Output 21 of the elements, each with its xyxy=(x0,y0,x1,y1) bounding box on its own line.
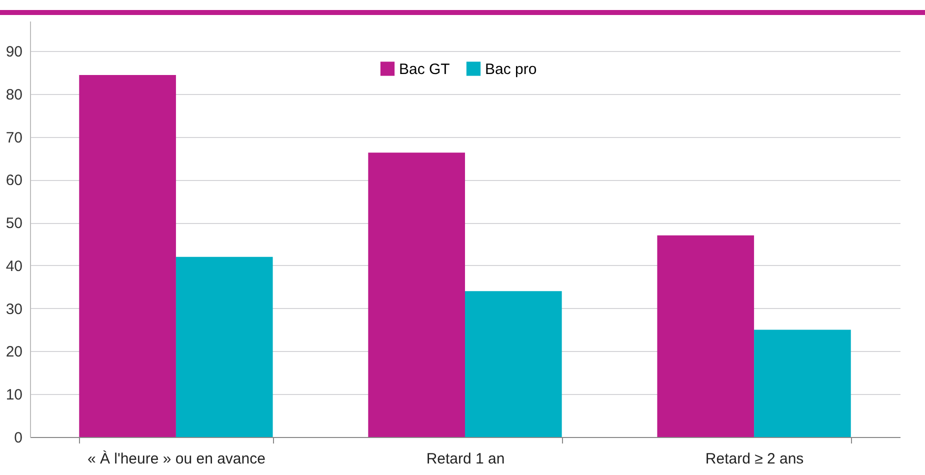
y-tick-label: 80 xyxy=(6,86,22,104)
bar xyxy=(368,152,465,437)
legend-label: Bac GT xyxy=(399,60,450,78)
y-tick-label: 40 xyxy=(6,258,22,275)
bar xyxy=(176,256,273,437)
y-tick-label: 90 xyxy=(6,44,22,61)
x-tick-label: Retard 1 an xyxy=(426,450,505,468)
bar xyxy=(754,330,851,437)
y-tick-label: 30 xyxy=(6,300,22,318)
bar xyxy=(79,75,176,437)
legend-label: Bac pro xyxy=(485,60,537,78)
x-tick-label: « À l'heure » ou en avance xyxy=(87,450,266,468)
y-tick-label: 50 xyxy=(6,215,22,232)
y-tick-label: 20 xyxy=(6,344,22,361)
y-tick-label: 10 xyxy=(6,386,22,404)
bar xyxy=(657,235,754,437)
y-tick-label: 70 xyxy=(6,129,22,146)
bar xyxy=(465,291,562,437)
x-tick-label: Retard ≥ 2 ans xyxy=(705,450,804,468)
y-tick-label: 60 xyxy=(6,172,22,190)
y-tick-label: 0 xyxy=(14,430,22,446)
